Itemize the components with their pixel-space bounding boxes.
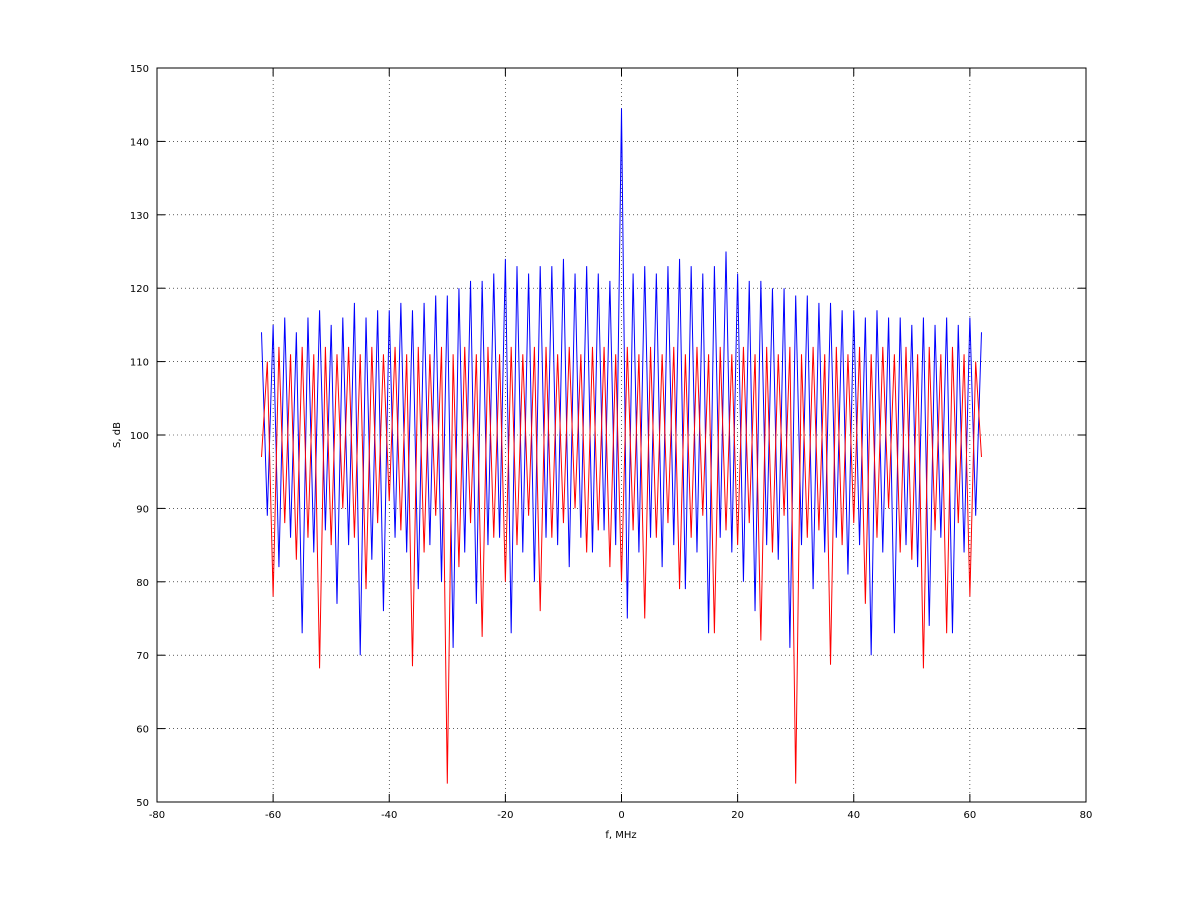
y-tick-label: 150 (130, 64, 149, 75)
y-tick-label: 130 (130, 211, 149, 222)
y-tick-label: 100 (130, 431, 149, 442)
y-axis-label: S, dB (112, 422, 123, 448)
x-axis-label: f, MHz (605, 830, 636, 841)
x-tick-label: 60 (964, 810, 977, 821)
x-tick-label: 80 (1080, 810, 1093, 821)
y-tick-label: 80 (136, 578, 149, 589)
y-tick-label: 140 (130, 137, 149, 148)
y-tick-label: 110 (130, 358, 149, 369)
x-tick-label: -40 (381, 810, 397, 821)
y-tick-label: 70 (136, 651, 149, 662)
y-tick-label: 60 (136, 725, 149, 736)
y-tick-label: 90 (136, 504, 149, 515)
y-tick-label: 120 (130, 284, 149, 295)
x-tick-label: 0 (618, 810, 624, 821)
series-line (261, 346, 982, 784)
x-tick-label: -20 (497, 810, 513, 821)
x-tick-label: 40 (847, 810, 860, 821)
x-tick-label: 20 (731, 810, 744, 821)
series-line (261, 108, 982, 656)
y-tick-label: 50 (136, 798, 149, 809)
x-tick-label: -80 (149, 810, 165, 821)
x-tick-label: -60 (265, 810, 281, 821)
plot-frame (156, 67, 1087, 803)
